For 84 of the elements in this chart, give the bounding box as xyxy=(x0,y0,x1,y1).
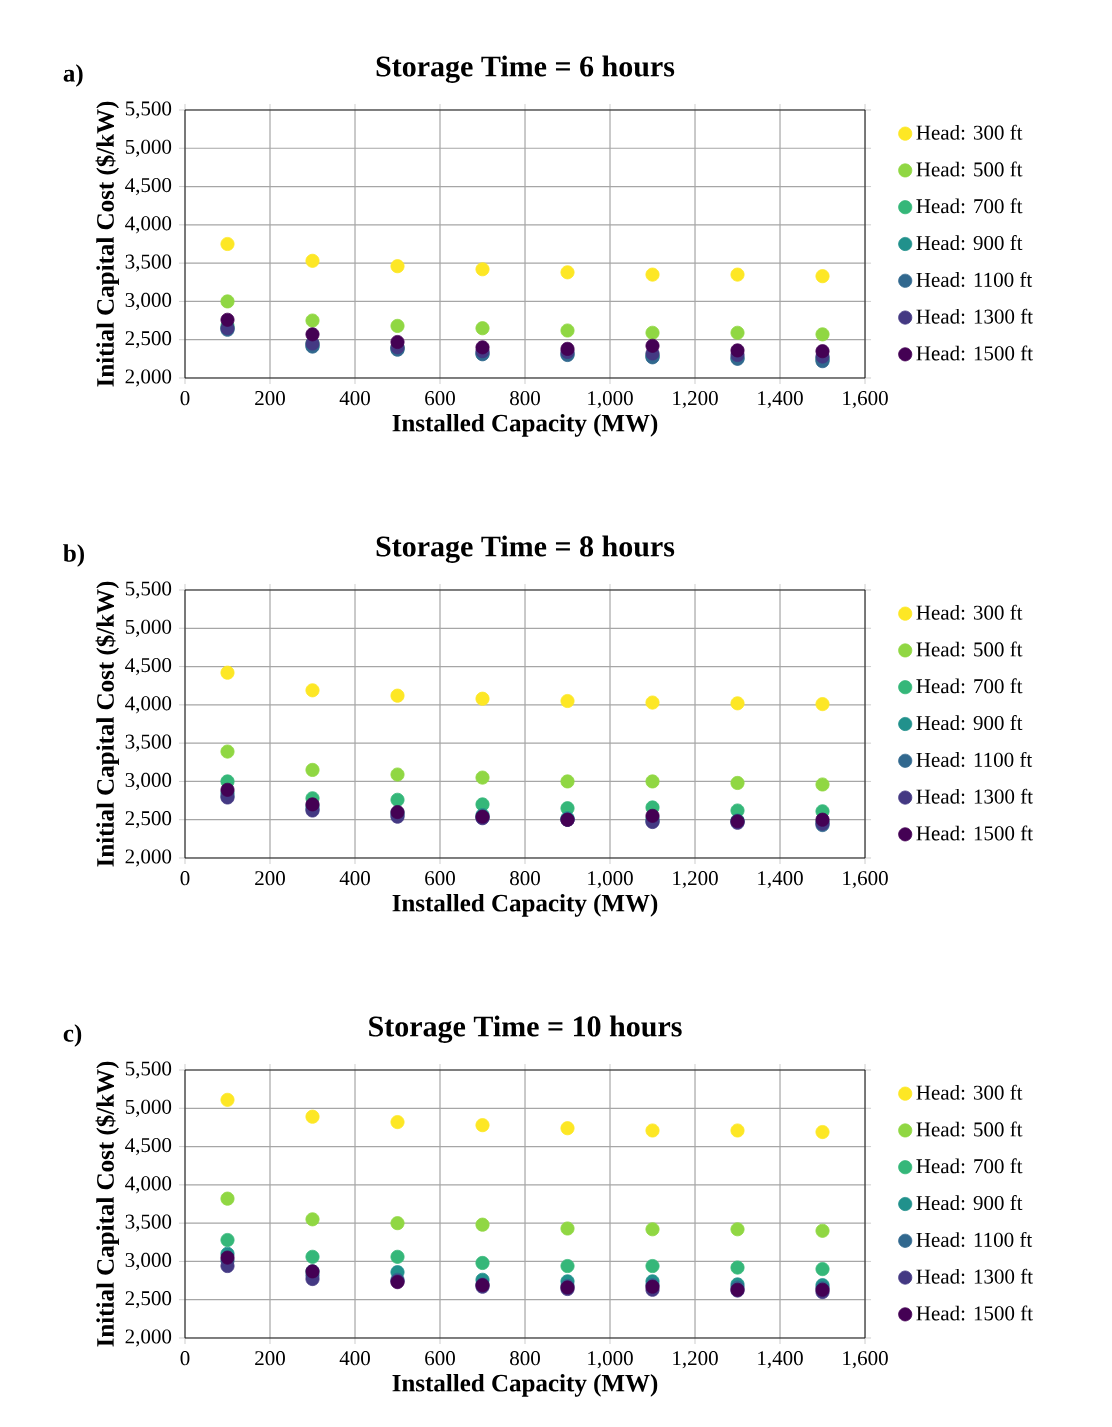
x-tick-label: 1,400 xyxy=(758,391,803,409)
y-tick-label: 4,500 xyxy=(125,657,172,676)
y-tick-label: 4,000 xyxy=(125,1176,172,1194)
x-tick-label: 0 xyxy=(180,871,190,886)
legend-label: Head: 1500 ft xyxy=(916,825,1033,841)
legend-label: Head: 1100 ft xyxy=(916,271,1033,287)
legend-label: Head: 700 ft xyxy=(916,1158,1023,1174)
x-tick-label: 1,000 xyxy=(588,391,633,409)
chart-title: Storage Time = 10 hours xyxy=(369,1015,682,1043)
y-tick-label: 3,500 xyxy=(125,1214,172,1232)
x-tick-label: 200 xyxy=(255,391,285,406)
legend-label: Head: 500 ft xyxy=(916,641,1023,657)
x-tick-label: 600 xyxy=(425,391,455,406)
y-tick-label: 2,000 xyxy=(125,369,172,387)
y-tick-label: 2,500 xyxy=(125,1291,172,1309)
x-tick-label: 0 xyxy=(180,391,190,406)
x-tick-label: 1,600 xyxy=(843,391,888,409)
legend-label: Head: 1500 ft xyxy=(916,345,1033,361)
legend-label: Head: 1100 ft xyxy=(916,1231,1033,1247)
y-tick-label: 2,500 xyxy=(125,811,172,829)
x-tick-label: 1,600 xyxy=(843,1351,888,1369)
y-tick-label: 4,000 xyxy=(125,216,172,234)
legend-label: Head: 900 ft xyxy=(916,715,1023,731)
x-tick-label: 200 xyxy=(255,871,285,886)
legend-label: Head: 500 ft xyxy=(916,161,1023,177)
y-tick-label: 2,500 xyxy=(125,331,172,349)
x-tick-label: 400 xyxy=(339,1351,370,1366)
y-tick-label: 3,000 xyxy=(125,1252,172,1271)
y-tick-label: 2,000 xyxy=(125,1329,172,1347)
legend-label: Head: 300 ft xyxy=(916,1084,1023,1100)
x-tick-label: 800 xyxy=(510,1351,540,1366)
x-tick-label: 600 xyxy=(425,1351,455,1366)
text: c) xyxy=(63,1024,82,1047)
legend-label: Head: 300 ft xyxy=(916,124,1023,140)
x-tick-label: 1,200 xyxy=(673,391,718,409)
y-tick-label: 5,500 xyxy=(125,581,172,599)
legend-label: Head: 700 ft xyxy=(916,198,1023,214)
y-tick-label: 3,500 xyxy=(125,734,172,752)
y-tick-label: 2,000 xyxy=(125,849,172,867)
y-axis-title: Initial Capital Cost ($/kW) xyxy=(95,581,119,867)
x-tick-label: 1,200 xyxy=(673,871,718,889)
chart-title: Storage Time = 8 hours xyxy=(376,535,675,563)
y-tick-label: 4,500 xyxy=(125,177,172,196)
x-axis-title: Installed Capacity (MW) xyxy=(392,1374,658,1397)
x-tick-label: 1,600 xyxy=(843,871,888,889)
legend-label: Head: 500 ft xyxy=(916,1121,1023,1137)
y-axis-title: Initial Capital Cost ($/kW) xyxy=(95,101,119,387)
x-tick-label: 1,400 xyxy=(758,871,803,889)
x-tick-label: 400 xyxy=(339,871,370,886)
legend-label: Head: 1300 ft xyxy=(916,1268,1033,1284)
legend-label: Head: 300 ft xyxy=(916,604,1023,620)
y-tick-label: 3,000 xyxy=(125,772,172,791)
x-tick-label: 600 xyxy=(425,871,455,886)
text: a) xyxy=(63,64,83,87)
x-tick-label: 800 xyxy=(510,391,540,406)
x-tick-label: 0 xyxy=(180,1351,190,1366)
chart-title: Storage Time = 6 hours xyxy=(376,55,675,83)
legend-label: Head: 700 ft xyxy=(916,678,1023,694)
legend-label: Head: 1100 ft xyxy=(916,751,1033,767)
legend-label: Head: 1300 ft xyxy=(916,308,1033,324)
x-tick-label: 1,000 xyxy=(588,1351,633,1369)
text: b) xyxy=(63,544,84,567)
x-tick-label: 1,200 xyxy=(673,1351,718,1369)
y-tick-label: 4,500 xyxy=(125,1137,172,1156)
y-tick-label: 5,000 xyxy=(125,139,172,157)
y-tick-label: 4,000 xyxy=(125,696,172,714)
y-axis-title: Initial Capital Cost ($/kW) xyxy=(95,1061,119,1347)
y-tick-label: 5,000 xyxy=(125,619,172,637)
legend-label: Head: 900 ft xyxy=(916,1195,1023,1211)
y-tick-label: 5,500 xyxy=(125,1061,172,1079)
legend-label: Head: 1500 ft xyxy=(916,1305,1033,1321)
x-tick-label: 1,400 xyxy=(758,1351,803,1369)
x-axis-title: Installed Capacity (MW) xyxy=(392,893,658,917)
x-tick-label: 400 xyxy=(339,391,370,406)
y-tick-label: 3,000 xyxy=(125,292,172,311)
x-tick-label: 800 xyxy=(510,871,540,886)
y-tick-label: 3,500 xyxy=(125,254,172,272)
legend-label: Head: 1300 ft xyxy=(916,788,1033,804)
legend-label: Head: 900 ft xyxy=(916,235,1023,251)
x-tick-label: 1,000 xyxy=(588,871,633,889)
x-axis-title: Installed Capacity (MW) xyxy=(392,413,658,437)
y-tick-label: 5,000 xyxy=(125,1099,172,1117)
y-tick-label: 5,500 xyxy=(125,101,172,119)
x-tick-label: 200 xyxy=(255,1351,285,1366)
